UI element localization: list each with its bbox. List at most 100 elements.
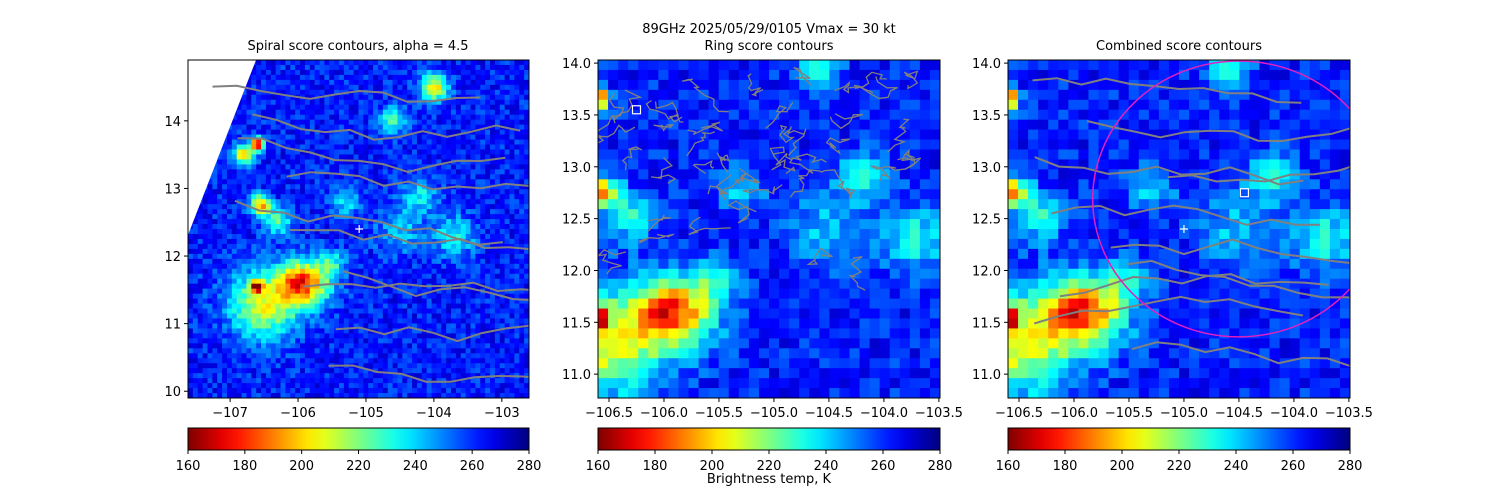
heatmap-cell: [373, 149, 379, 156]
heatmap-cell: [339, 373, 345, 379]
heatmap-cell: [436, 149, 442, 156]
heatmap-cell: [382, 94, 389, 101]
heatmap-cell: [353, 343, 360, 349]
heatmap-cell: [524, 60, 529, 66]
heatmap-cell: [455, 60, 462, 66]
heatmap-cell: [314, 199, 321, 205]
heatmap-cell: [275, 273, 282, 280]
heatmap-cell: [275, 243, 282, 250]
heatmap-cell: [300, 104, 306, 111]
heatmap-cell: [358, 214, 364, 220]
heatmap-cell: [212, 169, 218, 175]
heatmap-cell: [494, 94, 501, 101]
heatmap-cell: [426, 64, 433, 71]
heatmap-cell: [309, 273, 316, 280]
heatmap-cell: [353, 238, 360, 245]
heatmap-cell: [280, 99, 287, 106]
heatmap-cell: [226, 139, 233, 146]
heatmap-cell: [382, 388, 389, 394]
heatmap-cell: [451, 179, 457, 185]
heatmap-cell: [270, 94, 277, 101]
heatmap-cell: [494, 149, 501, 156]
heatmap-cell: [300, 139, 306, 146]
heatmap-cell: [246, 199, 252, 205]
heatmap-cell: [363, 323, 369, 330]
heatmap-cell: [290, 174, 296, 180]
heatmap-cell: [314, 233, 321, 240]
heatmap-cell: [368, 114, 374, 121]
heatmap-cell: [377, 94, 384, 101]
heatmap-cell: [207, 323, 213, 330]
heatmap-cell: [275, 84, 282, 91]
heatmap-cell: [290, 154, 296, 161]
heatmap-cell: [192, 328, 199, 334]
heatmap-cell: [368, 273, 374, 280]
heatmap-cell: [358, 238, 364, 245]
heatmap-cell: [426, 114, 433, 121]
heatmap-cell: [494, 358, 501, 364]
heatmap-cell: [519, 104, 525, 111]
heatmap-cell: [373, 129, 379, 136]
heatmap-cell: [431, 99, 438, 106]
heatmap-cell: [226, 184, 233, 190]
heatmap-cell: [494, 154, 501, 161]
heatmap-cell: [295, 99, 301, 106]
heatmap-cell: [470, 189, 477, 195]
heatmap-cell: [319, 229, 325, 235]
heatmap-cell: [319, 174, 325, 180]
heatmap-cell: [519, 253, 525, 260]
heatmap-cell: [348, 368, 355, 374]
heatmap-cell: [402, 338, 408, 344]
heatmap-cell: [319, 378, 325, 384]
heatmap-cell: [368, 104, 374, 111]
heatmap-cell: [392, 109, 399, 116]
heatmap-cell: [524, 184, 529, 190]
heatmap-cell: [314, 124, 321, 131]
heatmap-cell: [451, 273, 457, 280]
heatmap-cell: [348, 273, 355, 280]
heatmap-cell: [475, 293, 481, 300]
heatmap-cell: [202, 323, 209, 330]
heatmap-cell: [188, 273, 194, 280]
heatmap-cell: [524, 278, 529, 285]
heatmap-cell: [222, 214, 228, 220]
heatmap-cell: [402, 343, 408, 349]
heatmap-cell: [309, 219, 316, 225]
heatmap-cell: [618, 79, 629, 91]
heatmap-cell: [441, 298, 447, 305]
heatmap-cell: [353, 139, 360, 146]
heatmap-cell: [475, 328, 481, 334]
heatmap-cell: [197, 248, 204, 255]
heatmap-cell: [353, 373, 360, 379]
heatmap-cell: [485, 378, 491, 384]
heatmap-cell: [387, 258, 394, 265]
heatmap-cell: [275, 144, 282, 151]
heatmap-cell: [392, 358, 399, 364]
heatmap-cell: [329, 209, 335, 215]
heatmap-cell: [236, 159, 243, 165]
heatmap-cell: [334, 164, 340, 170]
heatmap-cell: [455, 134, 462, 141]
heatmap-cell: [300, 293, 306, 300]
heatmap-cell: [329, 248, 335, 255]
heatmap-cell: [324, 383, 330, 389]
heatmap-cell: [426, 363, 433, 369]
heatmap-cell: [499, 283, 506, 290]
heatmap-cell: [598, 318, 609, 330]
heatmap-cell: [222, 199, 228, 205]
heatmap-cell: [256, 74, 262, 81]
heatmap-cell: [192, 263, 199, 270]
heatmap-cell: [295, 179, 301, 185]
heatmap-cell: [441, 373, 447, 379]
heatmap-cell: [290, 79, 296, 86]
heatmap-cell: [416, 189, 423, 195]
heatmap-cell: [241, 288, 248, 295]
heatmap-cell: [446, 343, 452, 349]
heatmap-cell: [241, 383, 248, 389]
heatmap-cell: [348, 288, 355, 295]
heatmap-cell: [407, 293, 413, 300]
heatmap-cell: [348, 253, 355, 260]
heatmap-cell: [226, 229, 233, 235]
heatmap-cell: [197, 243, 204, 250]
heatmap-cell: [412, 348, 418, 354]
